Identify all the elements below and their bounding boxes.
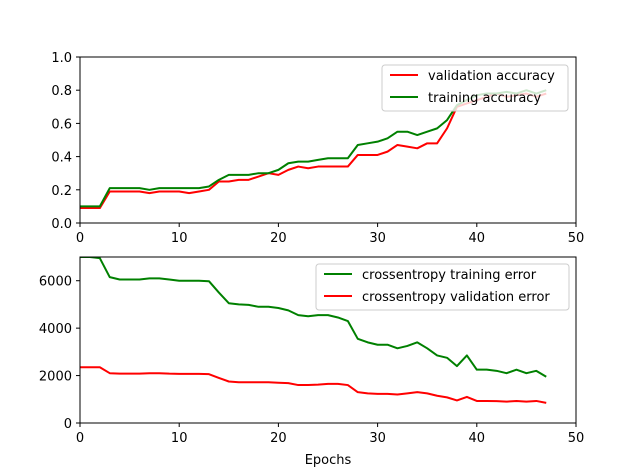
x-tick-label: 20 [270,431,287,446]
y-tick-label: 2000 [39,370,72,385]
series-line-crossentropy-validation-error [80,366,547,404]
legend-label-validation-accuracy: validation accuracy [428,69,555,84]
x-tick-label: 10 [171,431,188,446]
x-tick-label: 0 [76,231,84,246]
accuracy-ticks: 0 10 20 30 40 50 0.0 0.2 0.4 0.6 0.8 1.0 [51,51,584,246]
y-tick-label: 0.4 [51,151,72,166]
y-tick-label: 0.0 [51,217,72,232]
y-tick-label: 0.6 [51,117,72,132]
series-line-crossentropy-training-error [80,257,547,378]
y-tick-label: 0.8 [51,84,72,99]
x-tick-label: 30 [369,431,386,446]
accuracy-legend: validation accuracy training accuracy [381,64,569,112]
x-tick-label: 30 [369,231,386,246]
accuracy-legend-box [381,64,569,112]
accuracy-axes-frame [79,56,577,224]
x-tick-label: 20 [270,231,287,246]
error-plot: 0 10 20 30 40 50 0 2000 4000 6000 crossentropy tr… [39,256,584,468]
y-tick-label: 6000 [39,275,72,290]
legend-label-validation-error: crossentropy validation error [362,290,550,305]
error-lines [80,257,547,404]
error-legend-box [315,263,570,311]
x-tick-label: 40 [469,431,486,446]
x-tick-label: 40 [469,231,486,246]
y-tick-label: 0.2 [51,184,72,199]
legend-label-training-error: crossentropy training error [362,268,537,283]
x-tick-label: 50 [568,231,585,246]
x-tick-label: 10 [171,231,188,246]
error-legend: crossentropy training error crossentropy… [315,263,570,311]
x-tick-label: 0 [76,431,84,446]
accuracy-plot: 0 10 20 30 40 50 0.0 0.2 0.4 0.6 0.8 1.0 validation… [51,51,584,246]
error-axes-frame [79,256,577,424]
x-axis-label: Epochs [305,453,352,468]
y-tick-label: 0 [64,417,72,432]
y-tick-label: 4000 [39,322,72,337]
legend-label-training-accuracy: training accuracy [428,91,541,106]
y-tick-label: 1.0 [51,51,72,66]
error-ticks: 0 10 20 30 40 50 0 2000 4000 6000 [39,275,584,446]
x-tick-label: 50 [568,431,585,446]
